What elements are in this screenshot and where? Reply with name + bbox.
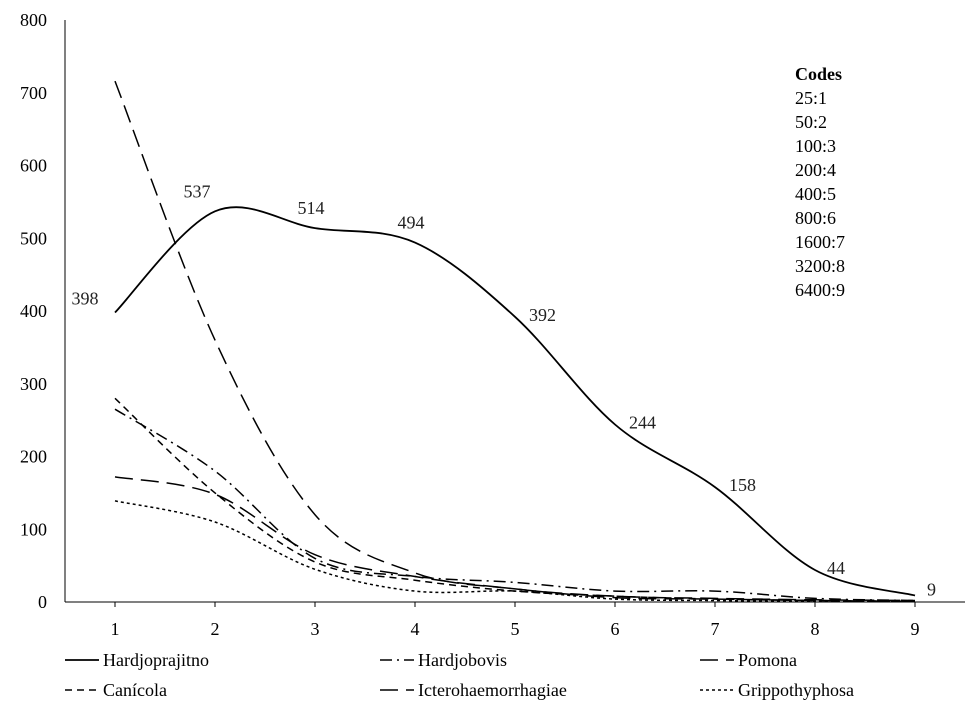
x-tick-label: 3 xyxy=(311,619,320,639)
x-tick-label: 6 xyxy=(611,619,620,639)
legend-label-grippothyphosa: Grippothyphosa xyxy=(738,680,854,700)
legend-label-canicola: Canícola xyxy=(103,680,167,700)
x-tick-label: 8 xyxy=(811,619,820,639)
series-line-canicola xyxy=(114,397,916,603)
data-label: 514 xyxy=(298,198,325,218)
series-line-pomona xyxy=(114,80,916,602)
codes-title: Codes xyxy=(795,64,842,84)
codes-entry: 3200:8 xyxy=(795,256,845,276)
codes-entry: 25:1 xyxy=(795,88,827,108)
y-tick-label: 700 xyxy=(20,83,47,103)
data-label: 44 xyxy=(827,558,845,578)
codes-entry: 800:6 xyxy=(795,208,836,228)
data-label: 398 xyxy=(72,288,99,308)
series-lines xyxy=(114,80,916,603)
y-tick-label: 600 xyxy=(20,156,47,176)
legend-label-icterohaemorrhagiae: Icterohaemorrhagiae xyxy=(418,680,567,700)
y-tick-label: 200 xyxy=(20,447,47,467)
codes-entry: 100:3 xyxy=(795,136,836,156)
data-labels: 398 537 514 494 392 244 158 44 9 xyxy=(72,181,937,599)
legend-label-hardjoprajitno: Hardjoprajitno xyxy=(103,650,209,670)
x-tick-label: 2 xyxy=(211,619,220,639)
y-tick-label: 400 xyxy=(20,301,47,321)
codes-entry: 200:4 xyxy=(795,160,836,180)
data-label: 392 xyxy=(529,305,556,325)
x-tick-label: 1 xyxy=(111,619,120,639)
data-label: 244 xyxy=(629,412,656,432)
x-tick-label: 7 xyxy=(711,619,720,639)
codes-entry: 50:2 xyxy=(795,112,827,132)
codes-entry: 400:5 xyxy=(795,184,836,204)
legend: Hardjoprajitno Hardjobovis Pomona Canícola I… xyxy=(65,650,854,700)
x-tick-label: 4 xyxy=(411,619,420,639)
x-tick-label: 5 xyxy=(511,619,520,639)
series-line-grippothyphosa xyxy=(114,500,916,603)
codes-entry: 6400:9 xyxy=(795,280,845,300)
data-label: 494 xyxy=(398,213,425,233)
legend-label-hardjobovis: Hardjobovis xyxy=(418,650,507,670)
y-tick-label: 500 xyxy=(20,228,47,248)
y-tick-label: 300 xyxy=(20,374,47,394)
series-line-hardjobovis xyxy=(114,408,916,602)
y-tick-label: 0 xyxy=(38,592,47,612)
axes: 0 100 200 300 400 500 600 700 800 1 2 3 4 5 6 7 8 9 xyxy=(20,10,965,639)
y-tick-label: 800 xyxy=(20,10,47,30)
codes-box: Codes 25:1 50:2 100:3 200:4 400:5 800:6 1600:7 3… xyxy=(795,64,845,300)
data-label: 9 xyxy=(927,579,936,599)
data-label: 158 xyxy=(729,475,756,495)
data-label: 537 xyxy=(184,181,211,201)
series-line-hardjoprajitno xyxy=(114,206,916,597)
legend-label-pomona: Pomona xyxy=(738,650,797,670)
y-tick-label: 100 xyxy=(20,519,47,539)
x-tick-label: 9 xyxy=(911,619,920,639)
codes-entry: 1600:7 xyxy=(795,232,845,252)
series-line-icterohaemorrhagiae xyxy=(114,476,916,603)
